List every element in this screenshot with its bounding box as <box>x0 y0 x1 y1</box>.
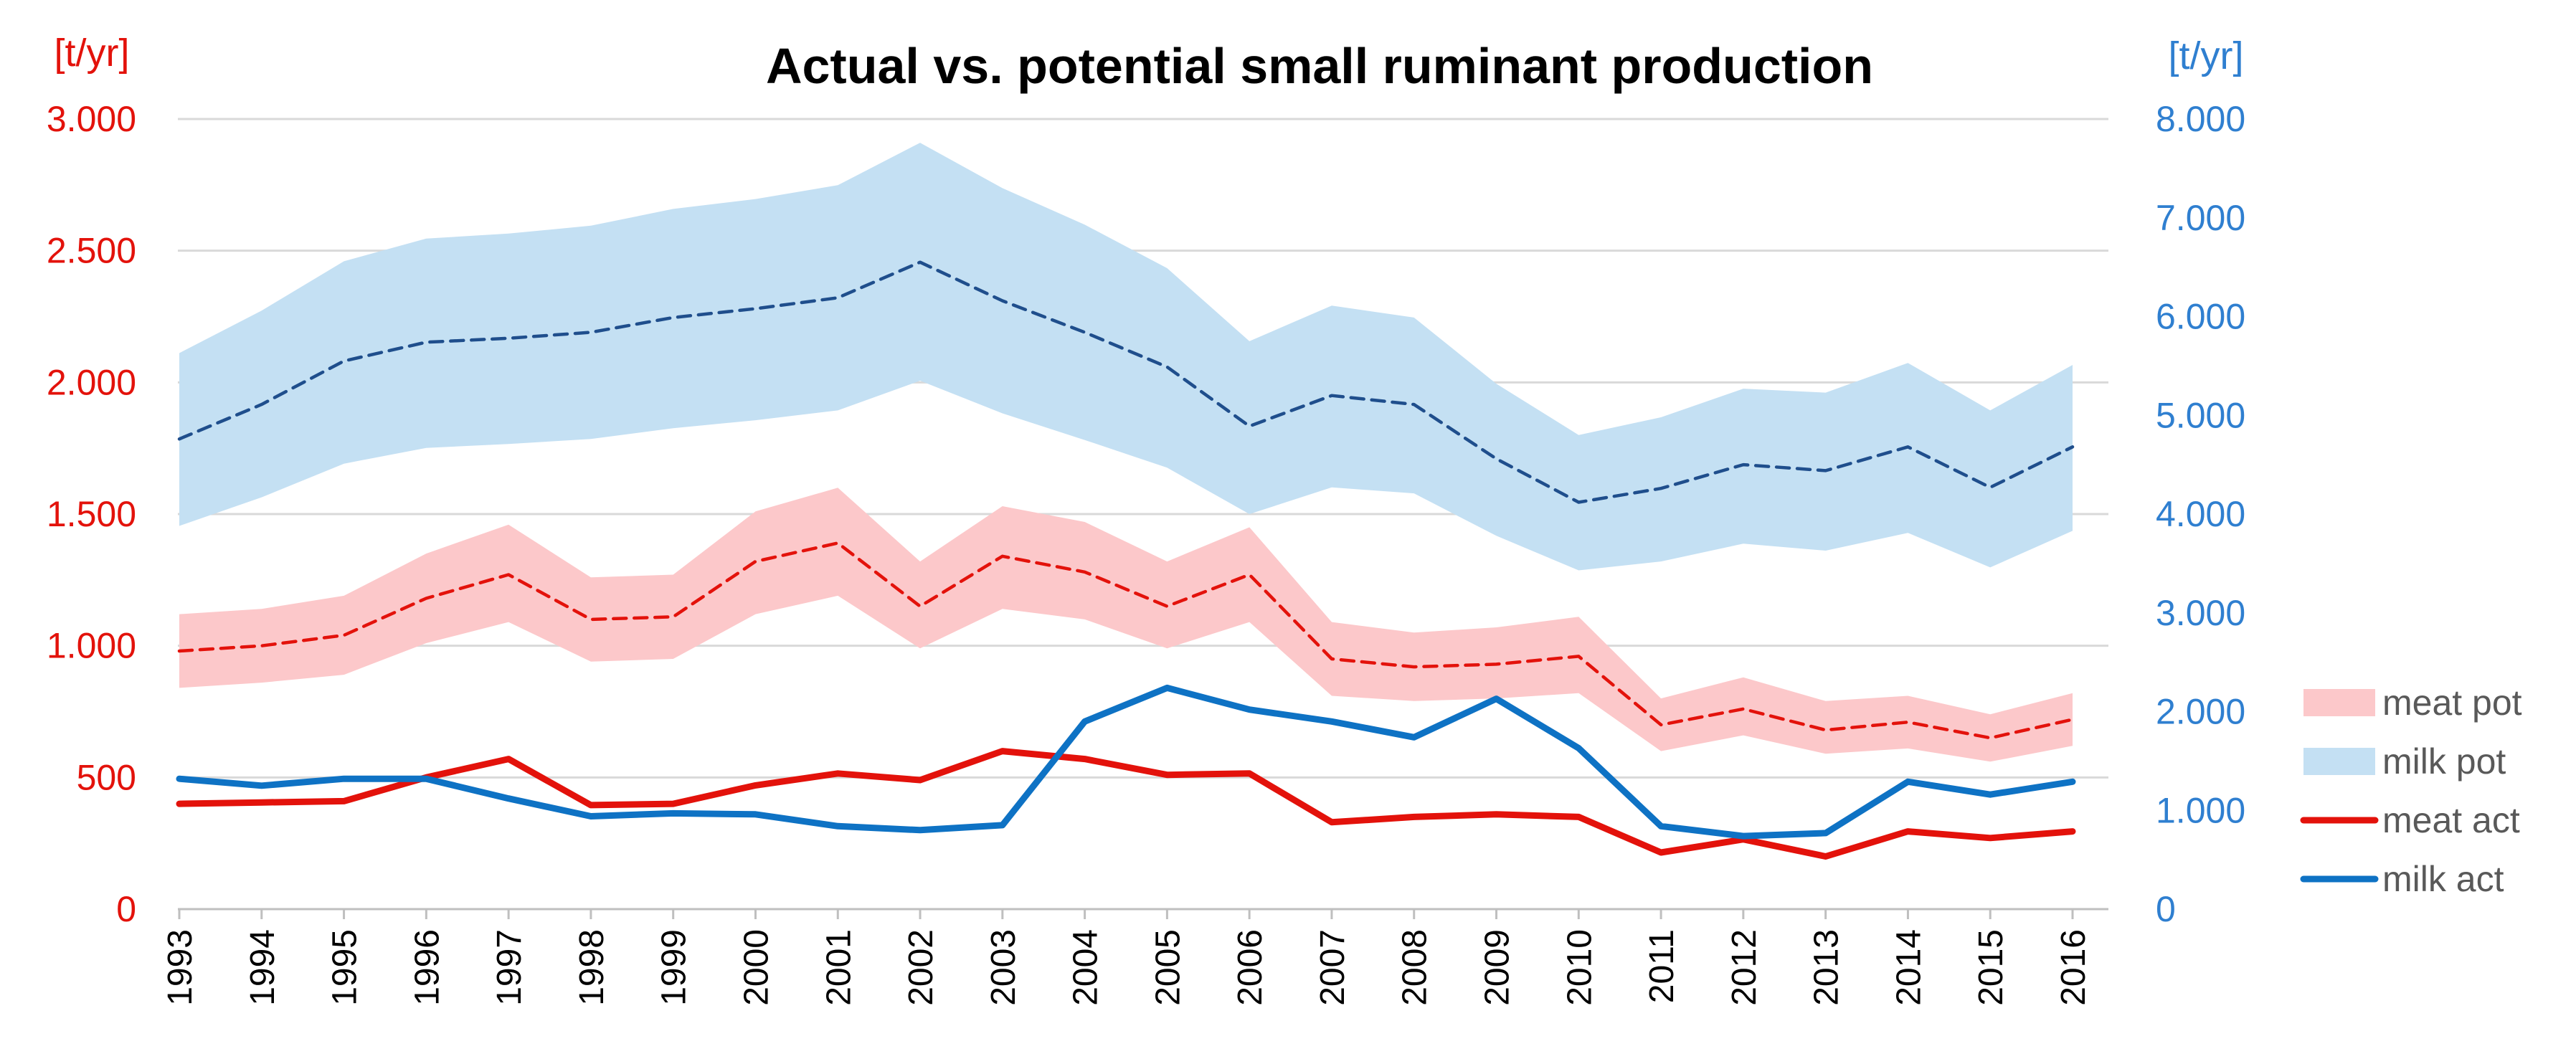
y-right-unit-label: [t/yr] <box>2169 34 2244 77</box>
x-tick-label-1995: 1995 <box>326 929 364 1006</box>
y-left-tick-label-2000: 2.000 <box>47 362 136 402</box>
y-right-tick-label-4000: 4.000 <box>2156 494 2245 534</box>
line-milk-pot-mean <box>177 260 2075 504</box>
y-right-tick-label-8000: 8.000 <box>2156 99 2245 139</box>
chart-title: Actual vs. potential small ruminant prod… <box>766 38 1873 94</box>
x-tick-label-2001: 2001 <box>820 929 858 1006</box>
series-lines <box>176 260 2076 860</box>
line-meat-act <box>176 748 2076 860</box>
chart-labels: Actual vs. potential small ruminant prod… <box>47 32 2245 1006</box>
legend-label-meat-pot: meat pot <box>2382 683 2522 723</box>
x-tick-label-2015: 2015 <box>1972 929 2010 1006</box>
y-right-tick-label-6000: 6.000 <box>2156 297 2245 337</box>
y-right-tick-label-3000: 3.000 <box>2156 593 2245 633</box>
x-tick-label-2013: 2013 <box>1808 929 1846 1006</box>
x-tick-label-2009: 2009 <box>1479 929 1517 1006</box>
x-tick-label-2002: 2002 <box>902 929 940 1006</box>
legend-label-meat-act: meat act <box>2382 800 2520 840</box>
axes <box>178 908 2108 919</box>
x-tick-label-1997: 1997 <box>491 929 529 1006</box>
x-tick-label-2016: 2016 <box>2055 929 2093 1006</box>
x-tick-label-2005: 2005 <box>1149 929 1187 1006</box>
x-tick-label-1993: 1993 <box>161 929 199 1006</box>
x-tick-label-2012: 2012 <box>1725 929 1763 1006</box>
y-right-tick-label-0: 0 <box>2156 889 2176 929</box>
x-tick-label-1998: 1998 <box>573 929 611 1006</box>
x-tick-label-2011: 2011 <box>1643 929 1681 1003</box>
line-milk-act <box>176 684 2076 840</box>
x-tick-label-1994: 1994 <box>244 929 282 1006</box>
legend-swatch-meat-pot <box>2303 689 2375 716</box>
x-tick-label-2008: 2008 <box>1396 929 1434 1006</box>
x-tick-label-1996: 1996 <box>408 929 446 1006</box>
y-left-tick-label-3000: 3.000 <box>47 99 136 139</box>
band-meat-pot <box>179 488 2073 762</box>
x-tick-label-2000: 2000 <box>737 929 775 1006</box>
y-left-tick-label-500: 500 <box>77 757 136 797</box>
band-areas <box>179 143 2073 762</box>
x-tick-label-1999: 1999 <box>655 929 693 1006</box>
y-left-tick-label-2500: 2.500 <box>47 231 136 271</box>
x-tick-label-2003: 2003 <box>985 929 1023 1006</box>
x-tick-label-2004: 2004 <box>1067 929 1105 1006</box>
y-left-tick-label-1500: 1.500 <box>47 494 136 534</box>
x-tick-label-2010: 2010 <box>1561 929 1599 1006</box>
x-tick-label-2007: 2007 <box>1314 929 1352 1006</box>
y-right-tick-label-2000: 2.000 <box>2156 692 2245 732</box>
band-milk-pot <box>179 143 2073 571</box>
x-tick-label-2014: 2014 <box>1890 929 1928 1006</box>
y-left-tick-label-1000: 1.000 <box>47 626 136 666</box>
y-right-tick-label-5000: 5.000 <box>2156 395 2245 435</box>
y-right-tick-label-7000: 7.000 <box>2156 198 2245 238</box>
y-right-tick-label-1000: 1.000 <box>2156 790 2245 830</box>
legend-label-milk-act: milk act <box>2382 859 2504 899</box>
legend: meat pot milk pot meat act milk act <box>2300 683 2522 899</box>
legend-swatch-milk-pot <box>2303 748 2375 775</box>
y-left-tick-label-0: 0 <box>116 889 136 929</box>
x-tick-label-2006: 2006 <box>1231 929 1269 1006</box>
line-meat-pot-mean <box>177 541 2075 740</box>
y-left-unit-label: [t/yr] <box>55 32 130 75</box>
legend-label-milk-pot: milk pot <box>2382 741 2506 782</box>
